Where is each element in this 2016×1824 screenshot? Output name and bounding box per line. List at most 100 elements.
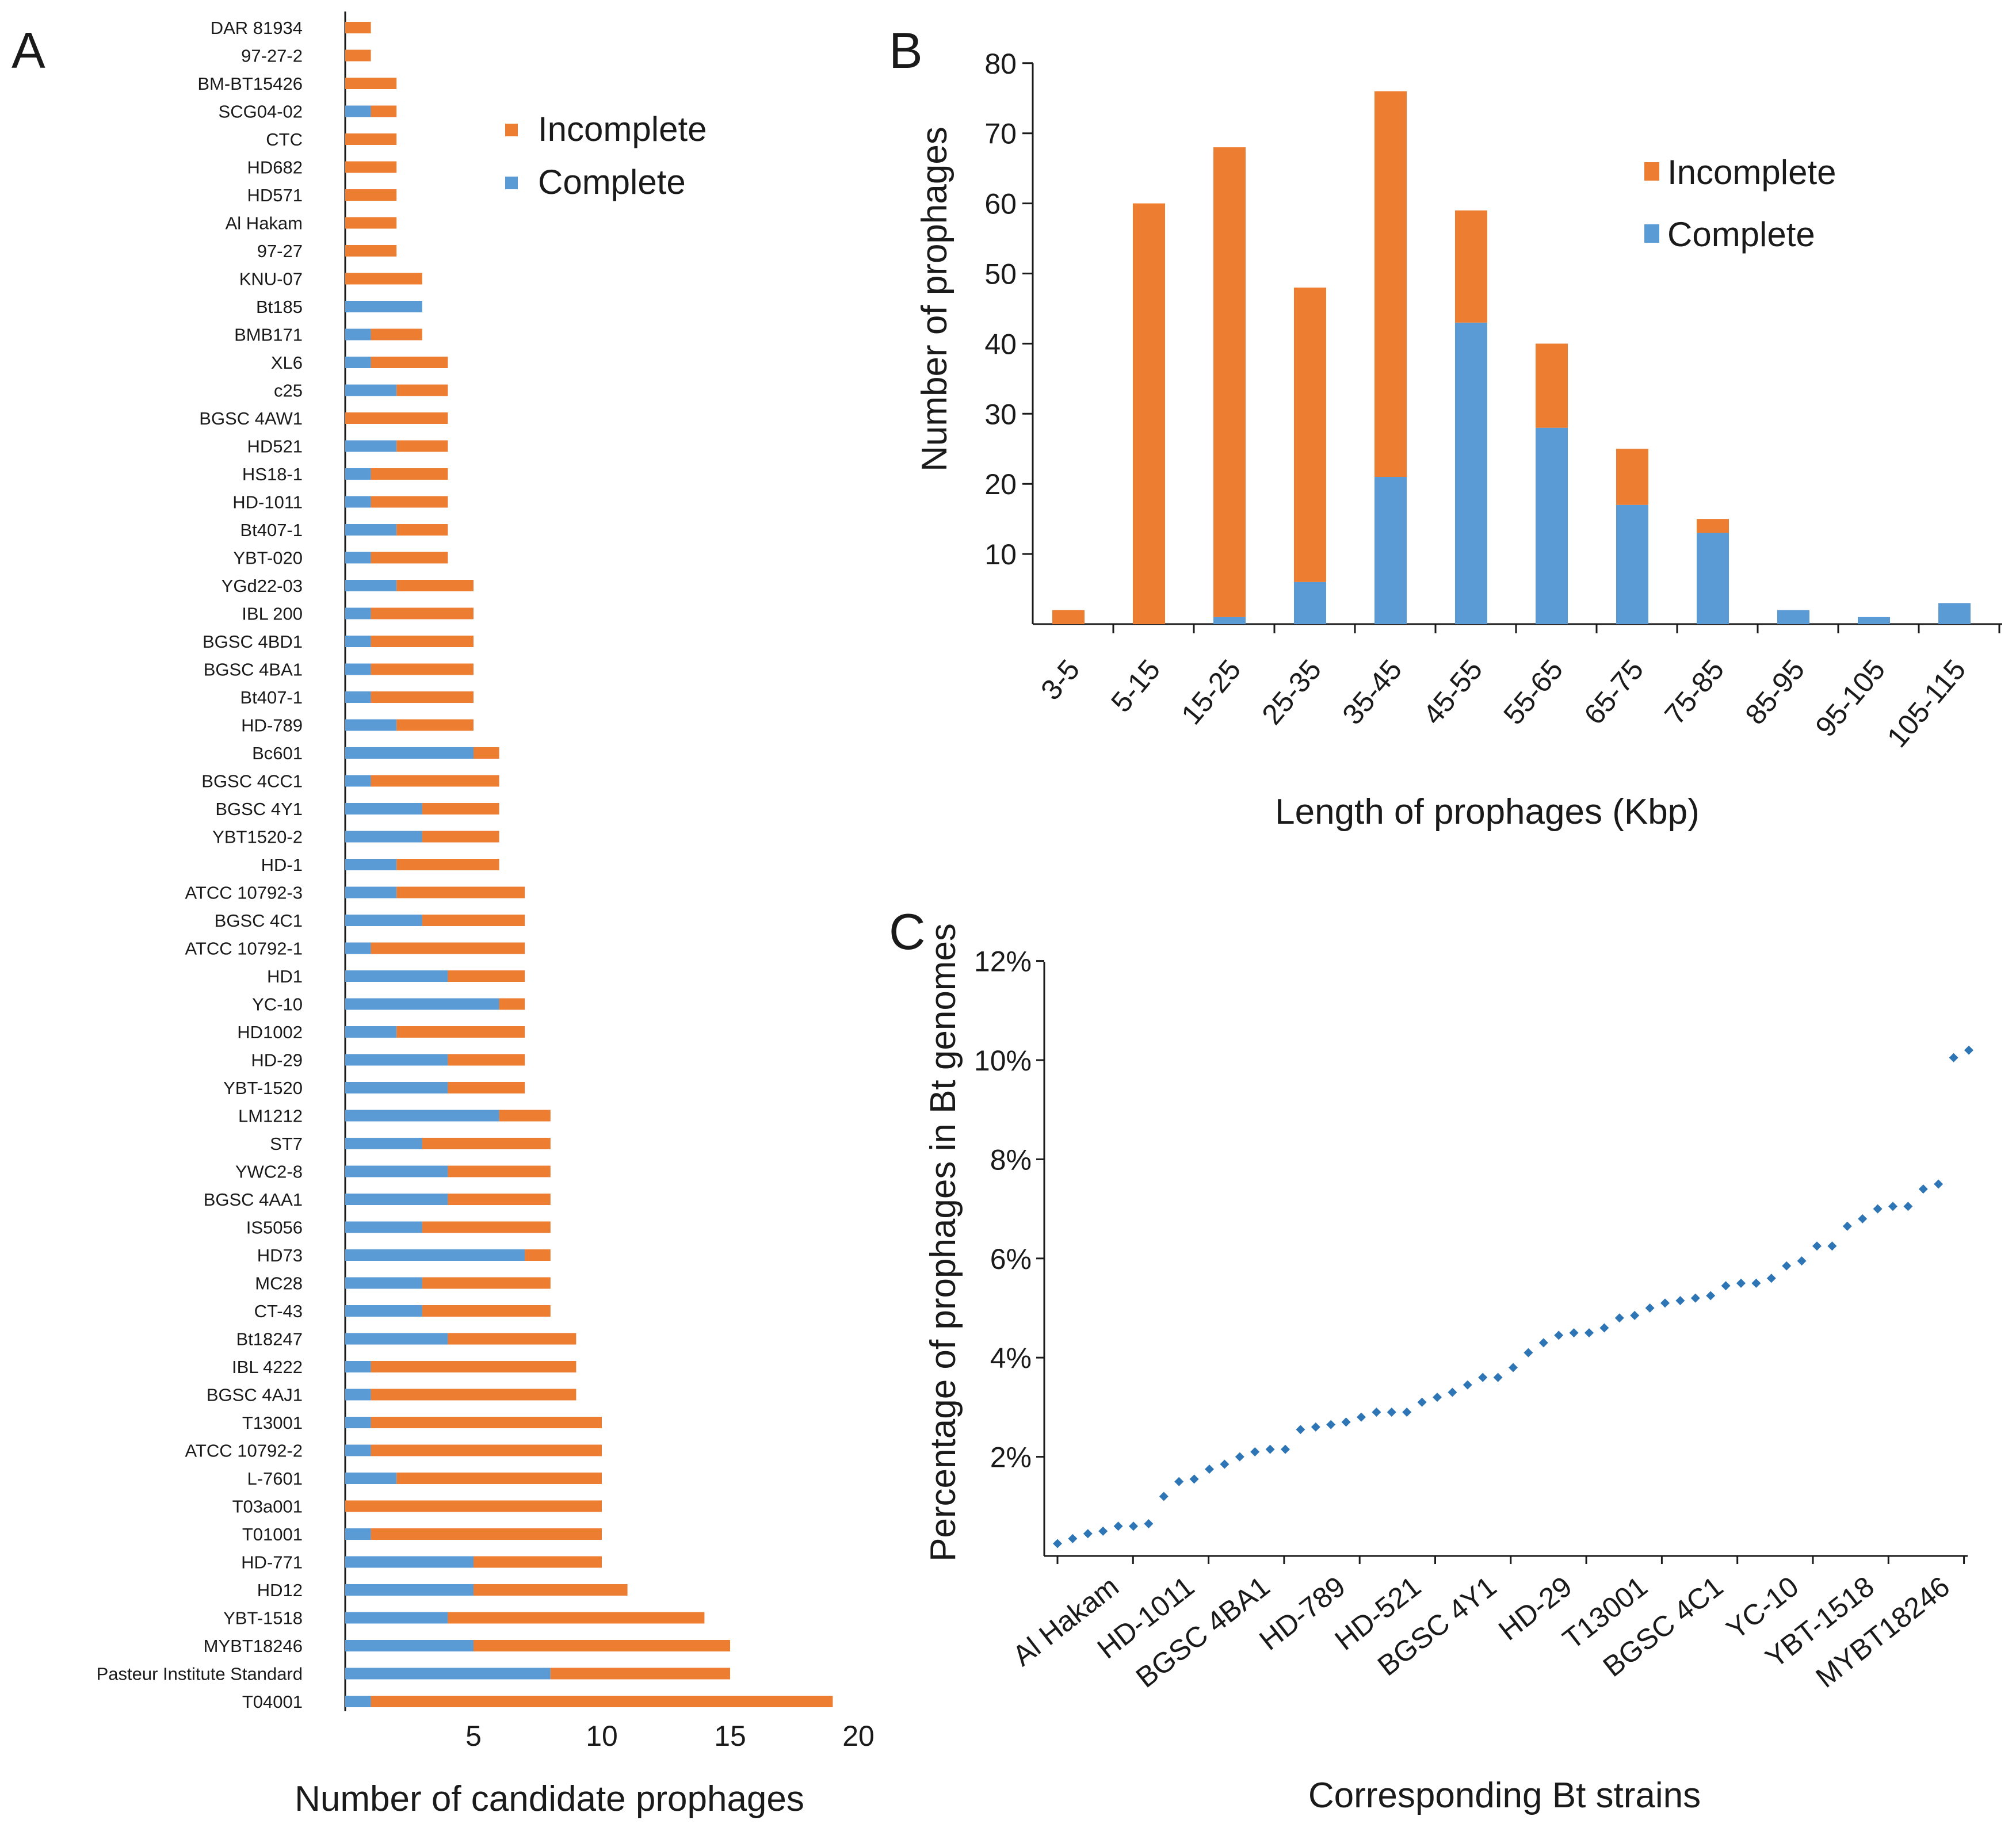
bar-incomplete (371, 1696, 833, 1707)
bar-complete (345, 1054, 448, 1066)
y-tick-label: 2% (990, 1441, 1032, 1474)
bar-complete (345, 105, 371, 117)
bar-complete (345, 468, 371, 480)
bar-complete (345, 1305, 422, 1317)
data-point (1129, 1521, 1138, 1531)
bar-incomplete (474, 747, 499, 759)
data-point (1538, 1338, 1548, 1348)
data-point (1934, 1179, 1944, 1189)
strain-label: BGSC 4AJ1 (207, 1385, 303, 1405)
bar-complete (1858, 617, 1890, 624)
x-tick-label: 85-95 (1739, 653, 1811, 731)
bar-complete (345, 1277, 422, 1289)
bar-incomplete (422, 915, 525, 926)
strain-label: ATCC 10792-1 (185, 939, 303, 959)
y-tick-label: 10 (984, 538, 1017, 571)
bar-incomplete (345, 1500, 602, 1512)
bar-complete (345, 1668, 551, 1680)
strain-label: Bc601 (252, 743, 303, 763)
data-point (1736, 1278, 1746, 1288)
strain-label: YC-10 (252, 995, 303, 1015)
bar-complete (1294, 582, 1326, 624)
strain-label: BM-BT15426 (197, 74, 303, 94)
data-point (1083, 1529, 1093, 1539)
bar-incomplete (1536, 343, 1568, 428)
data-point (1205, 1464, 1214, 1474)
legend-a-incomplete-swatch (505, 124, 518, 136)
panel-a-bar-chart: A DAR 81934 97-27-2 BM-BT15426 SCG04-02 CTC H… (12, 12, 875, 1819)
bar-complete (345, 1584, 474, 1596)
data-point (1159, 1492, 1169, 1501)
bar-incomplete (499, 998, 525, 1010)
bar-complete (345, 831, 422, 843)
data-point (1144, 1519, 1154, 1528)
data-point (1250, 1447, 1260, 1456)
bar-complete (1536, 427, 1568, 624)
data-point (1372, 1408, 1381, 1417)
legend-b-incomplete-label: Incomplete (1667, 153, 1836, 192)
strain-label: BGSC 4CC1 (201, 771, 303, 791)
strain-label: DAR 81934 (211, 18, 303, 38)
bar-incomplete (1697, 519, 1729, 533)
bar-complete (345, 886, 397, 898)
bar-complete (345, 915, 422, 926)
strain-label: HD73 (257, 1245, 303, 1265)
bar-incomplete (1374, 91, 1407, 477)
bar-complete (345, 301, 422, 312)
data-point (1341, 1417, 1351, 1427)
bar-incomplete (345, 245, 397, 257)
bar-complete (345, 1612, 448, 1624)
strain-label: ATCC 10792-3 (185, 883, 303, 903)
bar-incomplete (448, 1612, 705, 1624)
data-point (1630, 1310, 1640, 1320)
strain-label: BGSC 4BD1 (203, 632, 303, 652)
panel-b-letter: B (889, 22, 923, 79)
bar-complete (345, 552, 371, 564)
y-tick-label: 12% (974, 946, 1032, 978)
bar-incomplete (448, 1333, 576, 1345)
legend-b-complete-swatch (1644, 224, 1659, 243)
bar-incomplete (499, 1110, 551, 1122)
bar-incomplete (1052, 610, 1085, 624)
data-point (1675, 1296, 1685, 1306)
data-point (1842, 1221, 1852, 1231)
data-point (1706, 1291, 1716, 1301)
data-point (1554, 1330, 1564, 1340)
bar-incomplete (371, 636, 474, 647)
bar-incomplete (1616, 449, 1648, 505)
bar-incomplete (474, 1640, 730, 1651)
strain-label: XL6 (271, 353, 303, 373)
data-point (1584, 1328, 1594, 1338)
bar-incomplete (345, 273, 422, 285)
strain-label: BGSC 4C1 (215, 911, 303, 931)
bar-complete (345, 1194, 448, 1205)
strain-label: 97-27-2 (241, 46, 303, 66)
data-point (1509, 1363, 1518, 1372)
bar-incomplete (345, 49, 371, 62)
strain-label: BGSC 4AW1 (199, 408, 303, 429)
bar-incomplete (448, 970, 525, 982)
panel-a-letter: A (12, 22, 45, 79)
bar-complete (345, 1444, 371, 1456)
data-point (1448, 1387, 1457, 1397)
data-point (1827, 1241, 1837, 1251)
strain-label: HD682 (247, 158, 303, 178)
bar-incomplete (396, 524, 448, 536)
x-tick-label: 25-35 (1255, 653, 1327, 731)
y-tick-label: 4% (990, 1342, 1032, 1374)
data-point (1751, 1278, 1761, 1288)
bar-incomplete (1455, 210, 1487, 323)
data-point (1068, 1534, 1078, 1543)
data-point (1463, 1380, 1472, 1390)
data-point (1326, 1420, 1336, 1429)
strain-label: YGd22-03 (222, 576, 303, 596)
strain-label: 97-27 (257, 241, 303, 261)
bar-complete (345, 1082, 448, 1093)
bar-complete (345, 719, 397, 731)
panel-c-y-ticks: 2% 4% 6% 8% 10% 12% (974, 946, 1044, 1474)
strain-label: Bt407-1 (240, 520, 303, 540)
bar-incomplete (345, 412, 448, 424)
bar-complete (345, 580, 397, 591)
x-tick-label: 35-45 (1336, 653, 1408, 731)
